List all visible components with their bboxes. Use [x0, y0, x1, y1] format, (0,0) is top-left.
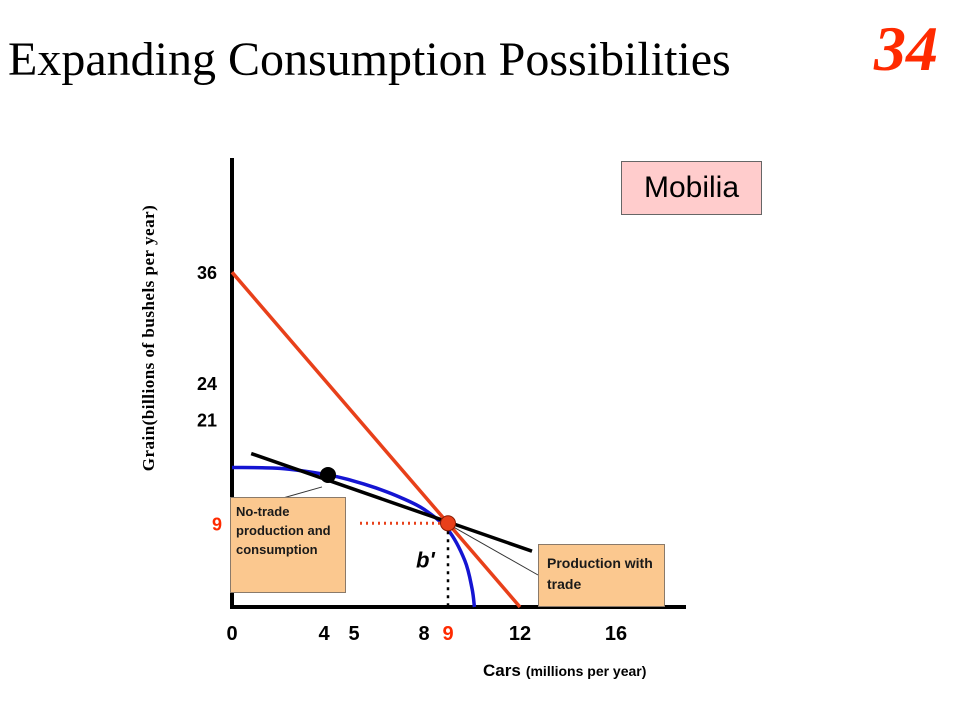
slide-title: Expanding Consumption Possibilities [8, 33, 731, 86]
x-tick-label: 0 [226, 623, 237, 645]
x-tick-label: 12 [509, 623, 531, 645]
no-trade-price-line [250, 451, 533, 553]
point-b [440, 515, 456, 532]
country-label: Mobilia [621, 161, 762, 215]
callout-leader-a [282, 486, 323, 499]
callout-leader-b [453, 526, 539, 576]
y-tick-label: 24 [197, 374, 217, 394]
y-tick-label: 9 [212, 514, 222, 534]
y-tick-label: 21 [197, 411, 217, 431]
point-a [320, 466, 336, 483]
x-tick-label: 8 [418, 623, 429, 645]
ppf-curve [231, 465, 477, 608]
x-tick-label: 9 [442, 623, 453, 645]
trade-callout: Production with trade [538, 544, 665, 607]
trade-consumption-line [230, 271, 522, 609]
x-tick-label: 16 [605, 623, 627, 645]
no-trade-callout: No-trade production and consumption [230, 497, 346, 593]
point-label-b: b' [416, 547, 435, 572]
x-tick-label: 5 [348, 623, 359, 645]
x-axis-label: Cars (millions per year) [483, 661, 646, 680]
x-tick-label: 4 [318, 623, 330, 645]
y-tick-label: 36 [197, 263, 217, 283]
slide-number: 34 [874, 13, 938, 84]
y-axis-label: Grain(billions of bushels per year) [139, 205, 158, 472]
